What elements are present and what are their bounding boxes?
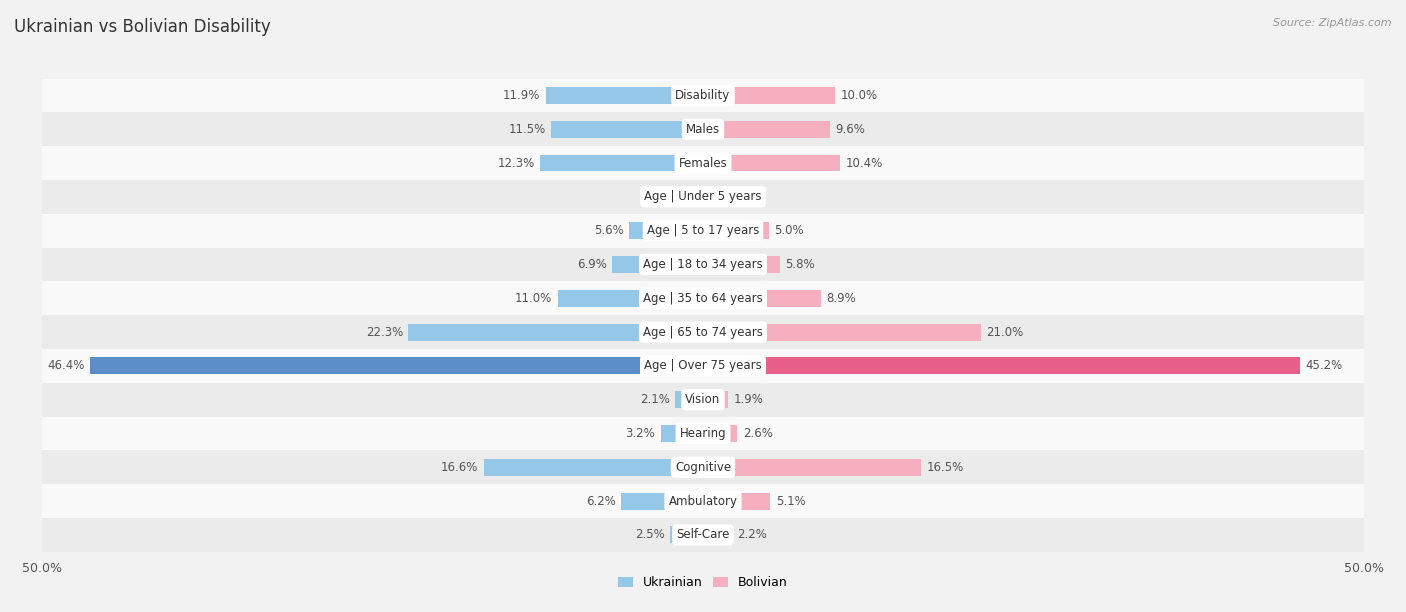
Bar: [42, 78, 1364, 113]
Text: Age | 5 to 17 years: Age | 5 to 17 years: [647, 224, 759, 237]
Text: 22.3%: 22.3%: [366, 326, 404, 338]
Text: Ambulatory: Ambulatory: [668, 494, 738, 507]
Text: Ukrainian vs Bolivian Disability: Ukrainian vs Bolivian Disability: [14, 18, 271, 36]
Text: 10.4%: 10.4%: [846, 157, 883, 170]
Bar: [551, 121, 703, 138]
Bar: [484, 459, 703, 476]
Text: 16.5%: 16.5%: [927, 461, 963, 474]
Text: Age | Under 5 years: Age | Under 5 years: [644, 190, 762, 203]
Bar: [703, 222, 769, 239]
Bar: [42, 417, 1364, 450]
Bar: [42, 382, 1364, 417]
Legend: Ukrainian, Bolivian: Ukrainian, Bolivian: [613, 571, 793, 594]
Bar: [661, 425, 703, 442]
Text: Source: ZipAtlas.com: Source: ZipAtlas.com: [1274, 18, 1392, 28]
Text: Cognitive: Cognitive: [675, 461, 731, 474]
Text: 2.1%: 2.1%: [640, 393, 669, 406]
Bar: [628, 222, 703, 239]
Text: 46.4%: 46.4%: [46, 359, 84, 372]
Bar: [612, 256, 703, 273]
Bar: [540, 155, 703, 171]
Text: Age | 35 to 64 years: Age | 35 to 64 years: [643, 292, 763, 305]
Text: 11.5%: 11.5%: [509, 123, 546, 136]
Bar: [42, 484, 1364, 518]
Bar: [703, 188, 716, 205]
Text: 5.8%: 5.8%: [785, 258, 814, 271]
Text: 1.9%: 1.9%: [734, 393, 763, 406]
Text: 11.9%: 11.9%: [503, 89, 540, 102]
Bar: [42, 180, 1364, 214]
Bar: [703, 493, 770, 510]
Bar: [703, 256, 780, 273]
Text: 16.6%: 16.6%: [441, 461, 478, 474]
Bar: [703, 290, 821, 307]
Text: 2.6%: 2.6%: [742, 427, 772, 440]
Text: 3.2%: 3.2%: [626, 427, 655, 440]
Bar: [42, 518, 1364, 552]
Text: 1.0%: 1.0%: [721, 190, 751, 203]
Bar: [703, 459, 921, 476]
Text: 6.2%: 6.2%: [586, 494, 616, 507]
Text: 5.6%: 5.6%: [593, 224, 624, 237]
Bar: [558, 290, 703, 307]
Text: 12.3%: 12.3%: [498, 157, 536, 170]
Text: 11.0%: 11.0%: [515, 292, 553, 305]
Text: 8.9%: 8.9%: [825, 292, 856, 305]
Text: 5.1%: 5.1%: [776, 494, 806, 507]
Bar: [703, 391, 728, 408]
Text: 9.6%: 9.6%: [835, 123, 865, 136]
Bar: [703, 526, 733, 543]
Text: Age | Over 75 years: Age | Over 75 years: [644, 359, 762, 372]
Bar: [546, 87, 703, 104]
Text: Age | 65 to 74 years: Age | 65 to 74 years: [643, 326, 763, 338]
Text: Males: Males: [686, 123, 720, 136]
Bar: [686, 188, 703, 205]
Bar: [42, 248, 1364, 282]
Text: Females: Females: [679, 157, 727, 170]
Bar: [703, 87, 835, 104]
Text: Disability: Disability: [675, 89, 731, 102]
Bar: [42, 315, 1364, 349]
Bar: [703, 425, 737, 442]
Bar: [42, 214, 1364, 248]
Text: Vision: Vision: [685, 393, 721, 406]
Text: 10.0%: 10.0%: [841, 89, 877, 102]
Text: 2.5%: 2.5%: [636, 528, 665, 542]
Text: 6.9%: 6.9%: [576, 258, 606, 271]
Text: 5.0%: 5.0%: [775, 224, 804, 237]
Text: 21.0%: 21.0%: [986, 326, 1024, 338]
Bar: [669, 526, 703, 543]
Bar: [42, 282, 1364, 315]
Bar: [675, 391, 703, 408]
Bar: [408, 324, 703, 340]
Bar: [90, 357, 703, 375]
Text: 45.2%: 45.2%: [1306, 359, 1343, 372]
Text: Self-Care: Self-Care: [676, 528, 730, 542]
Bar: [42, 450, 1364, 484]
Text: Age | 18 to 34 years: Age | 18 to 34 years: [643, 258, 763, 271]
Text: 2.2%: 2.2%: [737, 528, 768, 542]
Bar: [703, 357, 1301, 375]
Bar: [42, 146, 1364, 180]
Bar: [621, 493, 703, 510]
Bar: [42, 349, 1364, 382]
Bar: [703, 121, 830, 138]
Text: 1.3%: 1.3%: [651, 190, 681, 203]
Bar: [703, 155, 841, 171]
Text: Hearing: Hearing: [679, 427, 727, 440]
Bar: [703, 324, 980, 340]
Bar: [42, 113, 1364, 146]
